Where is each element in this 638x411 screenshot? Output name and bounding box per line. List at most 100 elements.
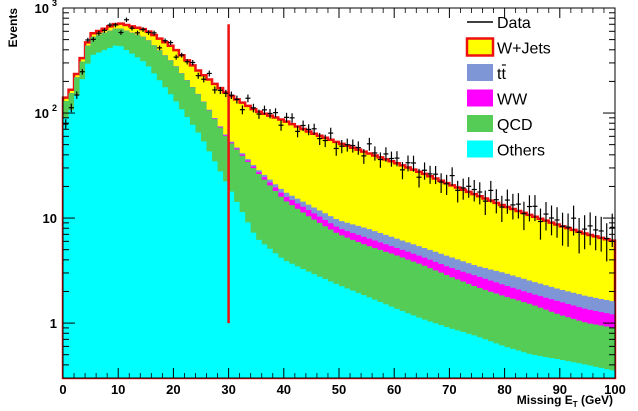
data-point [598, 216, 604, 252]
data-point [245, 94, 251, 103]
data-point [101, 28, 107, 33]
data-point [355, 141, 361, 155]
data-point [63, 119, 69, 130]
data-point [79, 68, 85, 75]
data-point [361, 149, 367, 164]
data-point [140, 27, 146, 32]
x-tick-label: 40 [277, 382, 291, 397]
y-axis-title: Events [6, 8, 20, 48]
legend-item: Others [467, 140, 545, 160]
x-tick-label: 20 [166, 382, 180, 397]
data-point [195, 72, 201, 79]
data-point [350, 139, 356, 153]
data-point [339, 140, 345, 154]
legend-label: WW [497, 92, 528, 109]
legend-item: W+Jets [465, 37, 551, 58]
data-point [273, 108, 279, 118]
data-point [135, 30, 141, 36]
data-point [261, 105, 267, 115]
data-point [162, 38, 168, 44]
legend-label: Others [497, 143, 545, 160]
data-point [493, 189, 499, 214]
data-point [311, 123, 317, 135]
data-point [422, 162, 428, 180]
data-point [228, 91, 234, 100]
data-point [471, 180, 477, 202]
legend-swatch [467, 89, 493, 107]
data-point [173, 54, 179, 60]
data-point [571, 205, 577, 236]
data-point [587, 212, 593, 246]
data-point [576, 218, 582, 254]
legend: Data W+Jets tt WW QCD Others [465, 15, 551, 160]
data-point [416, 168, 422, 188]
x-tick-label: 60 [387, 382, 401, 397]
data-point [537, 208, 543, 240]
legend-label: W+Jets [497, 41, 551, 58]
legend-item: Data [467, 15, 531, 32]
data-point [560, 212, 566, 246]
data-point [521, 201, 527, 231]
data-point [68, 103, 74, 113]
data-point [289, 113, 295, 123]
data-point [234, 95, 240, 104]
data-point [477, 182, 483, 205]
data-point [112, 22, 118, 28]
data-point [295, 126, 301, 138]
data-point [107, 22, 113, 28]
data-point [427, 165, 433, 184]
y-tick-exponent: 3 [52, 0, 57, 8]
data-point [250, 103, 256, 113]
data-point [460, 178, 466, 200]
data-point [322, 134, 328, 148]
data-point [399, 162, 405, 180]
data-point [388, 151, 394, 167]
data-point [284, 112, 290, 123]
data-point [74, 91, 80, 99]
data-point [466, 177, 472, 198]
data-point [394, 151, 400, 167]
data-point [344, 138, 350, 152]
x-tick-label: 70 [442, 382, 456, 397]
x-tick-label: 30 [221, 382, 235, 397]
data-point [504, 189, 510, 214]
data-point [543, 201, 549, 231]
data-point [223, 89, 229, 98]
data-point [372, 146, 378, 161]
data-point [366, 137, 372, 151]
legend-label: QCD [497, 117, 533, 134]
data-points [63, 17, 615, 262]
data-point [554, 207, 560, 238]
data-point [510, 193, 516, 220]
legend-swatch [465, 37, 495, 57]
data-point [217, 86, 223, 95]
data-point [256, 109, 262, 119]
data-point [405, 155, 411, 172]
data-point [383, 147, 389, 162]
data-point [582, 215, 588, 250]
data-point [123, 17, 129, 23]
data-point [151, 30, 157, 36]
data-point [212, 86, 218, 94]
data-point [96, 31, 102, 36]
y-tick-label: 10 [35, 106, 49, 121]
data-point [267, 109, 273, 119]
data-point [190, 59, 196, 66]
x-tick-label: 100 [604, 382, 626, 397]
legend-swatch [467, 115, 493, 132]
x-tick-label: 50 [332, 382, 346, 397]
data-point [184, 59, 190, 65]
data-point [482, 190, 488, 216]
x-tick-label: 0 [59, 382, 66, 397]
x-tick-label: 80 [497, 382, 511, 397]
data-point [300, 120, 306, 132]
x-tick-label: 10 [111, 382, 125, 397]
data-point [377, 152, 383, 168]
x-tick-label: 90 [553, 382, 567, 397]
data-point [239, 105, 245, 115]
series-others [63, 45, 615, 378]
data-point [433, 166, 439, 185]
data-point [438, 173, 444, 194]
data-point [444, 174, 450, 195]
